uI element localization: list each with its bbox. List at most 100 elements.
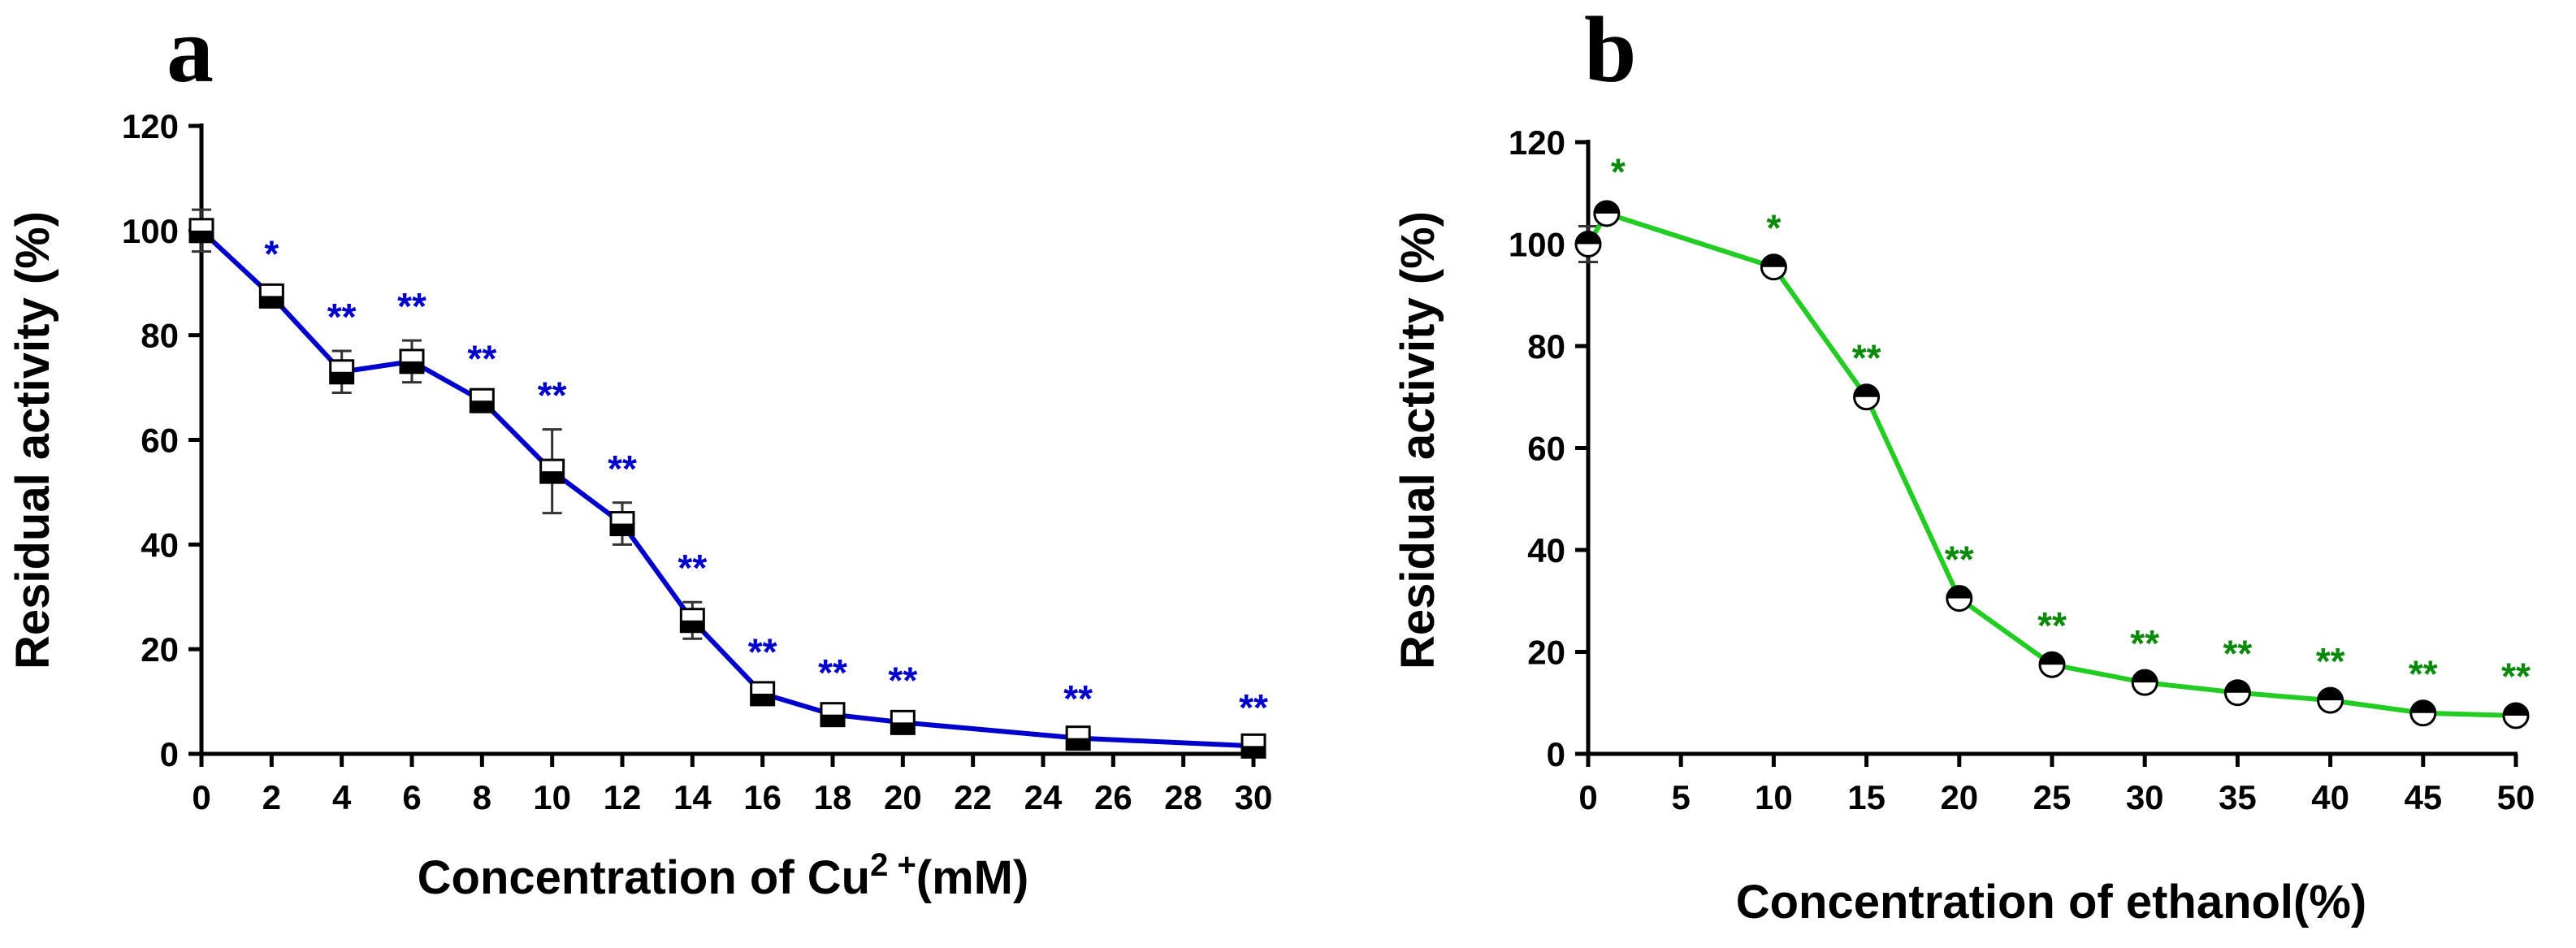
x-tick-label: 35 xyxy=(2219,778,2257,816)
marker-fill xyxy=(1576,232,1600,245)
x-tick-label: 25 xyxy=(2033,778,2072,816)
x-tick-label: 24 xyxy=(1024,778,1063,816)
marker-fill xyxy=(1854,384,1879,397)
data-point xyxy=(1574,231,1602,258)
y-tick-label: 100 xyxy=(1509,226,1565,264)
marker-fill xyxy=(470,400,494,413)
panel-letter: b xyxy=(1584,0,1637,102)
marker-fill xyxy=(1067,738,1090,750)
marker-fill xyxy=(1761,254,1786,267)
data-point xyxy=(399,348,425,374)
marker-fill xyxy=(2040,652,2064,665)
data-point xyxy=(469,387,495,413)
y-tick-label: 80 xyxy=(141,317,179,355)
data-point xyxy=(1240,733,1266,759)
y-axis-title: Residual activity (%) xyxy=(6,211,59,669)
significance-label: ** xyxy=(888,660,917,702)
x-tick-label: 14 xyxy=(673,778,712,816)
significance-label: * xyxy=(1611,150,1626,193)
x-axis-title-unit: (mM) xyxy=(916,851,1029,904)
significance-label: ** xyxy=(608,448,637,490)
data-point xyxy=(2317,686,2344,714)
x-axis-title-superscript: 2 + xyxy=(870,847,916,883)
data-point xyxy=(2409,699,2437,727)
marker-fill xyxy=(260,296,284,308)
marker-fill xyxy=(330,371,353,383)
significance-label: ** xyxy=(2037,604,2067,647)
y-tick-label: 120 xyxy=(1509,123,1565,162)
data-point xyxy=(1593,200,1621,227)
data-point xyxy=(2502,702,2530,729)
y-tick-label: 40 xyxy=(141,526,179,564)
x-tick-label: 20 xyxy=(884,778,922,816)
x-tick-label: 0 xyxy=(1578,778,1597,816)
marker-fill xyxy=(1946,586,1972,599)
x-tick-label: 12 xyxy=(604,778,642,816)
marker-fill xyxy=(1594,201,1619,214)
data-point xyxy=(2038,651,2066,678)
significance-label: ** xyxy=(397,285,426,327)
x-tick-label: 26 xyxy=(1094,778,1132,816)
y-axis-title: Residual activity (%) xyxy=(1392,211,1444,669)
series-line xyxy=(199,228,1254,749)
significance-label: ** xyxy=(1063,677,1093,720)
marker-fill xyxy=(2504,703,2528,716)
x-tick-label: 15 xyxy=(1847,778,1885,816)
y-tick-label: 120 xyxy=(122,107,179,145)
significance-label: ** xyxy=(2223,632,2252,674)
y-tick-label: 40 xyxy=(1527,531,1565,569)
data-point xyxy=(750,681,776,707)
x-tick-label: 10 xyxy=(1755,778,1793,816)
x-tick-label: 5 xyxy=(1672,778,1691,816)
x-tick-label: 28 xyxy=(1164,778,1202,816)
marker-fill xyxy=(891,722,915,734)
marker-fill xyxy=(821,714,844,726)
marker-fill xyxy=(681,620,704,632)
data-point xyxy=(188,218,214,244)
significance-label: ** xyxy=(2409,653,2438,695)
x-tick-label: 2 xyxy=(262,778,281,816)
x-tick-label: 16 xyxy=(743,778,781,816)
x-axis-title: Concentration of Cu2 +(mM) xyxy=(418,847,1029,904)
y-tick-label: 20 xyxy=(141,630,179,669)
data-point xyxy=(2223,679,2251,707)
x-tick-label: 10 xyxy=(533,778,571,816)
marker-fill xyxy=(190,230,213,242)
y-tick-label: 80 xyxy=(1527,327,1565,366)
marker-fill xyxy=(2225,680,2250,693)
significance-label: ** xyxy=(467,338,496,380)
x-tick-label: 40 xyxy=(2311,778,2349,816)
x-tick-label: 22 xyxy=(954,778,992,816)
marker-fill xyxy=(611,523,634,535)
data-point xyxy=(258,283,284,309)
y-tick-label: 20 xyxy=(1527,634,1565,672)
x-tick-label: 8 xyxy=(473,778,491,816)
x-axis-title-main: Concentration of Cu xyxy=(418,851,870,904)
data-point xyxy=(1760,253,1787,281)
data-point xyxy=(2131,669,2158,696)
data-point xyxy=(609,511,635,537)
y-tick-label: 0 xyxy=(160,735,179,773)
significance-label: ** xyxy=(2130,622,2159,664)
x-tick-label: 20 xyxy=(1940,778,1978,816)
x-tick-label: 45 xyxy=(2404,778,2442,816)
x-tick-label: 4 xyxy=(332,778,352,816)
x-tick-label: 6 xyxy=(402,778,421,816)
x-tick-label: 30 xyxy=(2126,778,2164,816)
y-tick-label: 100 xyxy=(122,212,179,250)
significance-label: ** xyxy=(678,547,707,589)
x-tick-label: 18 xyxy=(814,778,852,816)
x-tick-label: 0 xyxy=(192,778,210,816)
significance-label: ** xyxy=(1239,686,1268,729)
significance-label: ** xyxy=(538,374,567,417)
marker-fill xyxy=(400,361,423,373)
significance-label: * xyxy=(264,233,279,275)
marker-fill xyxy=(751,693,774,705)
panel-b: b 0 20 40 60 80 100 120 0 5 10 15 20 25 30 35 40 45 50 Conc… xyxy=(1392,0,2535,929)
x-tick-label: 50 xyxy=(2497,778,2535,816)
significance-label: * xyxy=(1766,206,1781,249)
panel-letter: a xyxy=(167,0,214,102)
y-tick-label: 60 xyxy=(1527,430,1565,468)
data-point xyxy=(1065,725,1091,751)
